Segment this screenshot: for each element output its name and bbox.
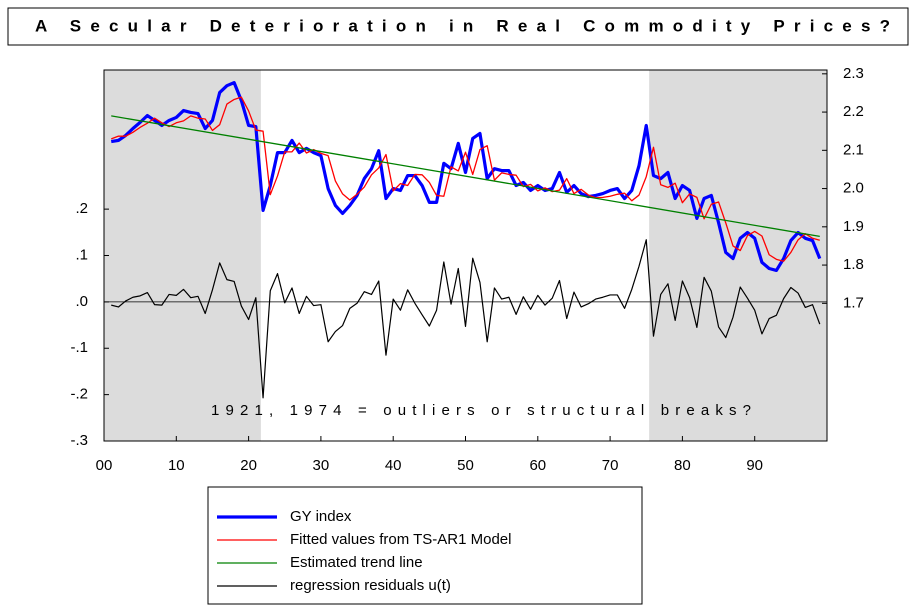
shaded-region — [104, 70, 261, 441]
y-tick-label: .1 — [75, 246, 88, 263]
x-tick-label: 40 — [385, 457, 402, 474]
y2-tick-label: 1.9 — [843, 218, 864, 235]
chart-title: A Secular Deterioration in Real Commodit… — [35, 16, 890, 35]
plot-area: 00 10 20 30 40 50 60 70 80 90 -.3 -.2 -.1 .0 .1 .2 1.7 1.… — [70, 65, 863, 474]
y2-tick-label: 1.7 — [843, 294, 864, 311]
y-tick-label: .2 — [75, 200, 88, 217]
y2-tick-label: 2.2 — [843, 103, 864, 120]
x-tick-label: 80 — [674, 457, 691, 474]
title-box — [7, 7, 909, 46]
y2-tick-label: 2.1 — [843, 141, 864, 158]
series-line — [111, 96, 820, 262]
shaded-region — [649, 70, 827, 441]
series-line — [111, 239, 821, 399]
x-tick-label: 60 — [529, 457, 546, 474]
x-tick-label: 20 — [240, 457, 257, 474]
x-tick-label: 90 — [746, 457, 763, 474]
x-tick-label: 30 — [313, 457, 330, 474]
y-tick-label: -.3 — [70, 432, 88, 449]
series-line — [110, 81, 822, 273]
series-line — [111, 115, 820, 238]
legend-label: Fitted values from TS-AR1 Model — [290, 531, 511, 548]
y-tick-label: -.2 — [70, 386, 88, 403]
legend-label: GY index — [290, 508, 352, 525]
y2-tick-label: 1.8 — [843, 256, 864, 273]
x-tick-label: 00 — [96, 457, 113, 474]
legend — [207, 486, 643, 605]
legend-label: regression residuals u(t) — [290, 577, 451, 594]
legend-entries: GY index Fitted values from TS-AR1 Model E… — [217, 508, 511, 594]
y-tick-label: -.1 — [70, 339, 88, 356]
y2-tick-label: 2.0 — [843, 180, 864, 197]
legend-label: Estimated trend line — [290, 554, 423, 571]
x-tick-label: 10 — [168, 457, 185, 474]
y-tick-label: .0 — [75, 293, 88, 310]
x-tick-label: 70 — [602, 457, 619, 474]
y2-tick-label: 2.3 — [843, 65, 864, 82]
x-tick-label: 50 — [457, 457, 474, 474]
